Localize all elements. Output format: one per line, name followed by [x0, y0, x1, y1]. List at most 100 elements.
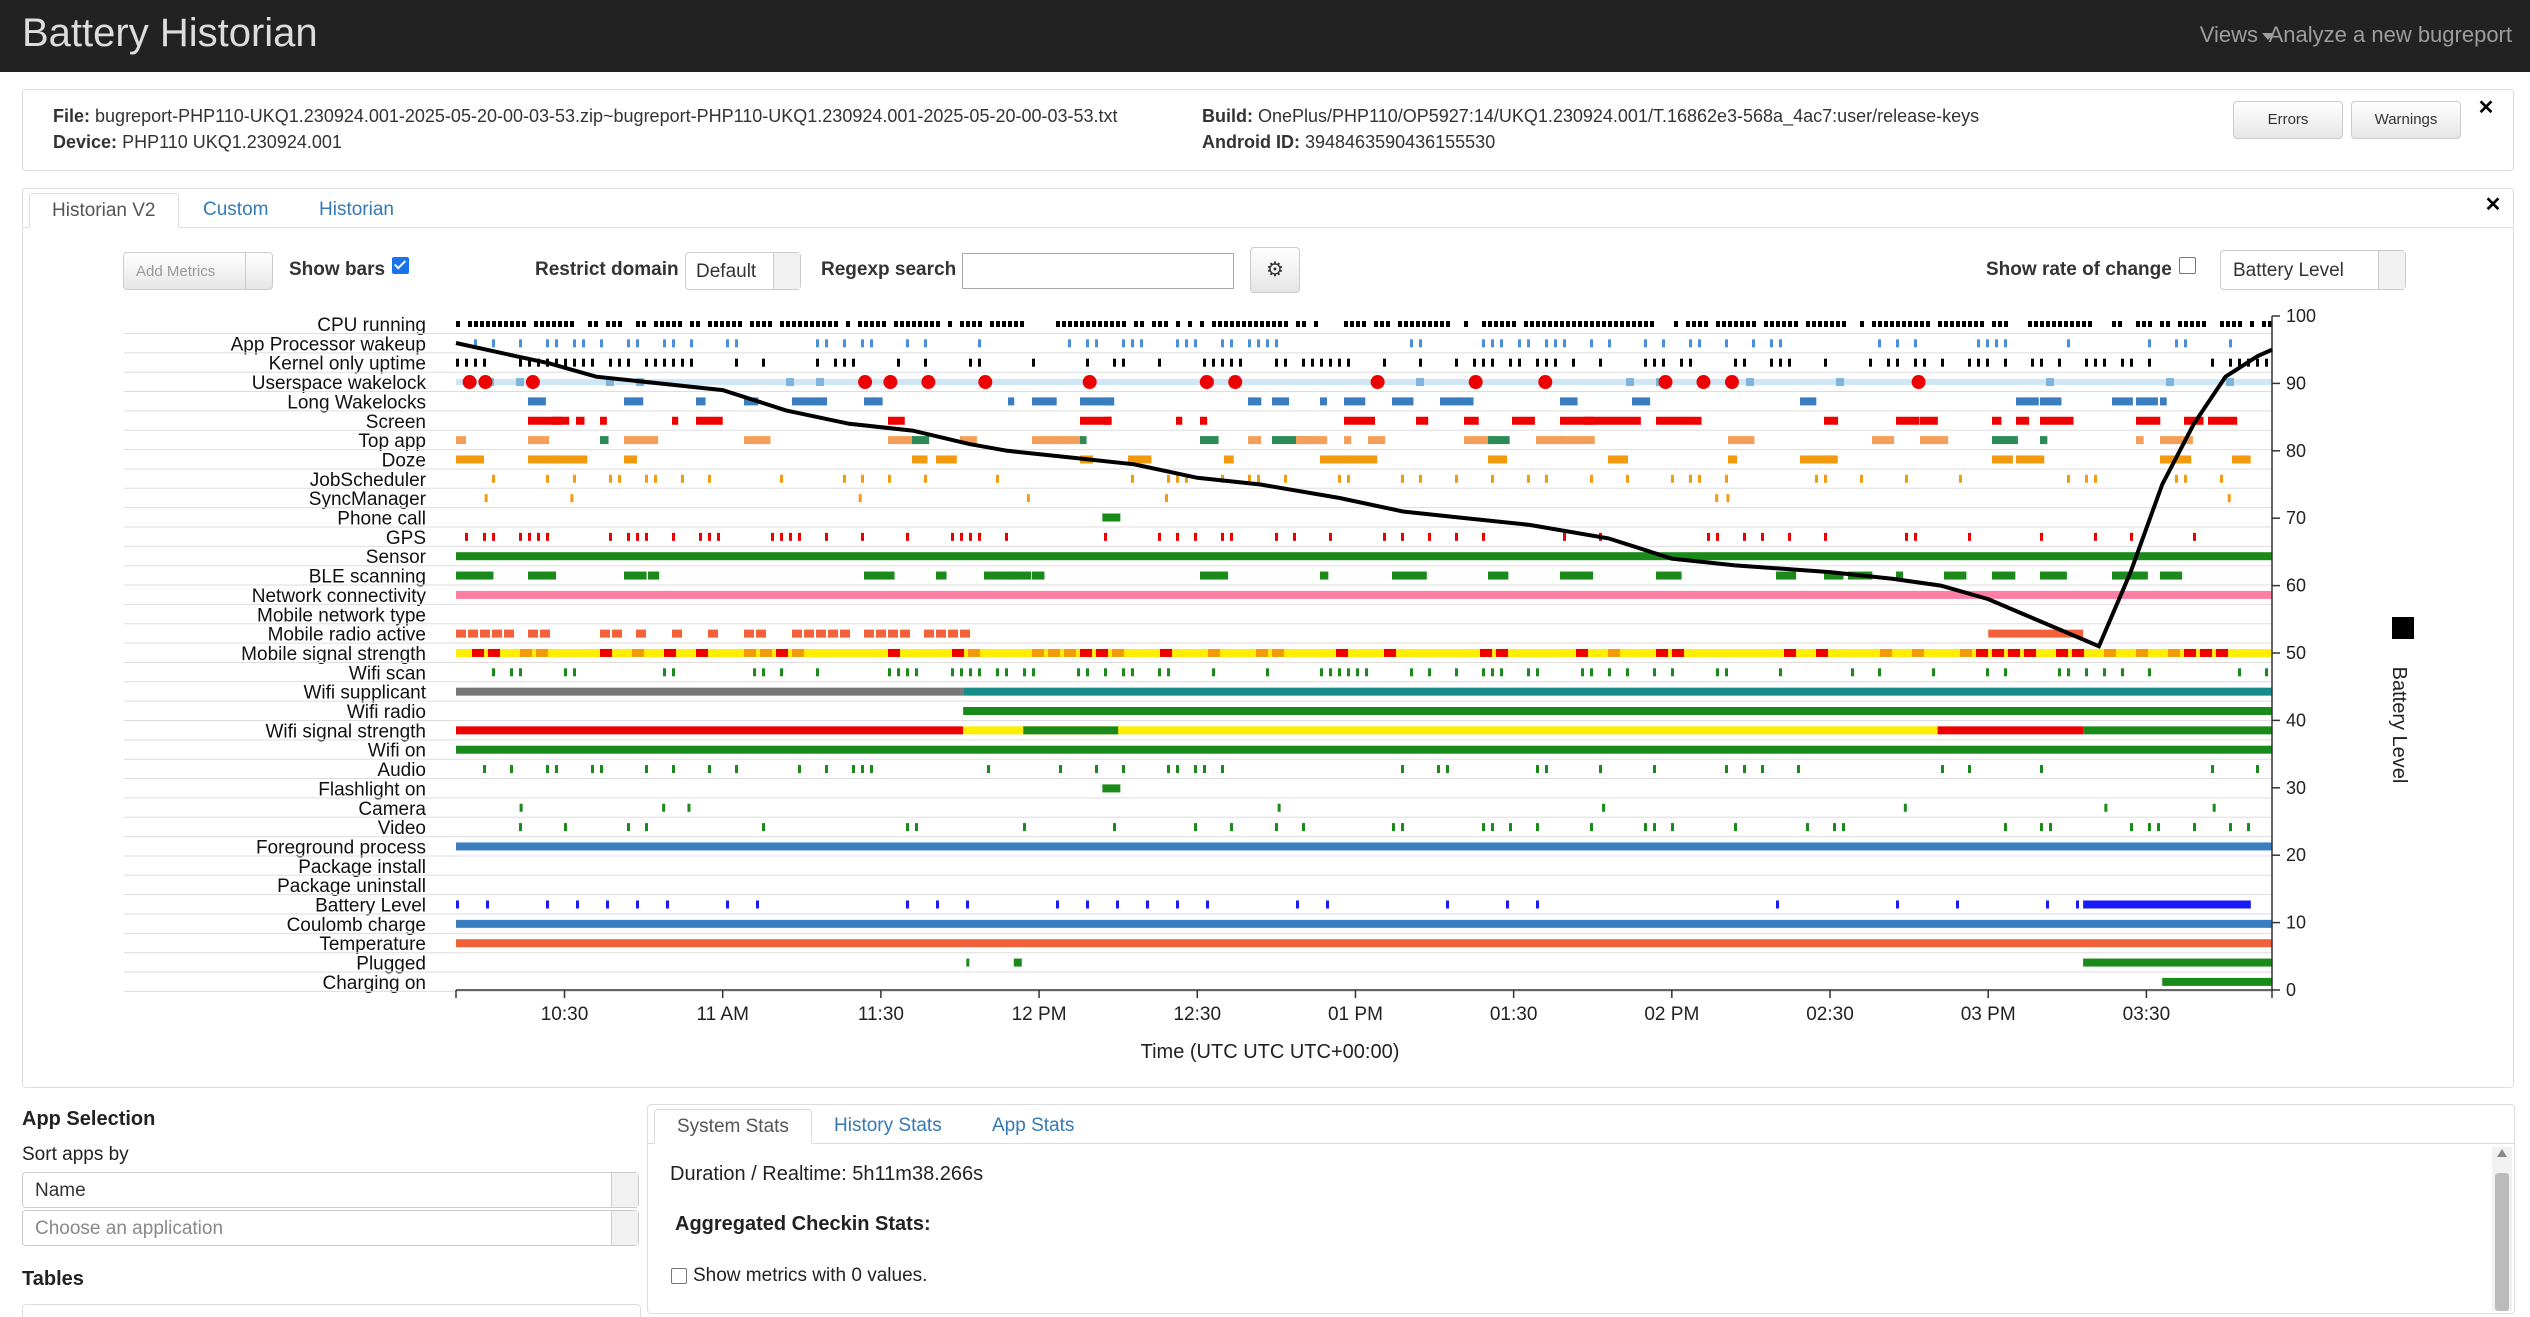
timeline-bar[interactable]: [1722, 321, 1726, 327]
timeline-bar[interactable]: [1320, 397, 1327, 406]
timeline-bar[interactable]: [534, 321, 538, 327]
timeline-bar[interactable]: [1482, 823, 1485, 832]
timeline-bar[interactable]: [876, 629, 886, 638]
timeline-bar[interactable]: [528, 532, 531, 541]
timeline-bar[interactable]: [2085, 474, 2088, 483]
analyze-link[interactable]: Analyze a new bugreport: [2268, 22, 2512, 47]
timeline-bar[interactable]: [576, 416, 585, 425]
timeline-bar[interactable]: [1203, 765, 1206, 774]
timeline-bar[interactable]: [552, 321, 556, 327]
timeline-bar[interactable]: [972, 321, 976, 327]
timeline-bar[interactable]: [1590, 668, 1593, 677]
timeline-bar[interactable]: [906, 321, 910, 327]
timeline-bar[interactable]: [1806, 321, 1810, 327]
timeline-bar[interactable]: [756, 321, 760, 327]
timeline-bar[interactable]: [2088, 321, 2092, 327]
timeline-bar[interactable]: [1536, 823, 1539, 832]
show-bars-checkbox[interactable]: [392, 257, 409, 274]
timeline-bar[interactable]: [1968, 532, 1971, 541]
timeline-bar[interactable]: [912, 321, 916, 327]
timeline-bar[interactable]: [1536, 900, 1539, 909]
wakelock-marker[interactable]: [1370, 375, 1385, 390]
scrollbar[interactable]: [2492, 1147, 2512, 1311]
timeline-bar[interactable]: [1350, 321, 1354, 327]
timeline-bar[interactable]: [1716, 668, 1719, 677]
timeline-bar[interactable]: [1131, 668, 1134, 677]
timeline-bar[interactable]: [2184, 474, 2187, 483]
timeline-bar[interactable]: [1380, 321, 1384, 327]
timeline-bar[interactable]: [2016, 416, 2030, 425]
timeline-bar[interactable]: [2040, 571, 2067, 580]
timeline-bar[interactable]: [1992, 416, 2002, 425]
timeline-bar[interactable]: [1329, 668, 1332, 677]
timeline-bar[interactable]: [1188, 321, 1192, 327]
timeline-bar[interactable]: [1743, 765, 1746, 774]
timeline-bar[interactable]: [528, 455, 560, 464]
timeline-bar[interactable]: [2070, 321, 2074, 327]
timeline-bar[interactable]: [2268, 321, 2272, 327]
timeline-bar[interactable]: [1158, 668, 1161, 677]
timeline-bar[interactable]: [2160, 571, 2183, 580]
timeline-bar[interactable]: [536, 648, 548, 657]
timeline-bar[interactable]: [915, 668, 918, 677]
timeline-bar[interactable]: [1254, 321, 1258, 327]
timeline-bar[interactable]: [1176, 416, 1183, 425]
timeline-bar[interactable]: [2196, 321, 2200, 327]
timeline-bar[interactable]: [1905, 532, 1908, 541]
timeline-bar[interactable]: [2160, 321, 2164, 327]
timeline-bar[interactable]: [2226, 378, 2234, 387]
timeline-bar[interactable]: [528, 436, 550, 445]
timeline-bar[interactable]: [636, 532, 639, 541]
timeline-bar[interactable]: [690, 321, 694, 327]
timeline-bar[interactable]: [804, 629, 814, 638]
timeline-bar[interactable]: [1797, 765, 1800, 774]
timeline-bar[interactable]: [1491, 823, 1494, 832]
timeline-bar[interactable]: [897, 668, 900, 677]
timeline-bar[interactable]: [900, 321, 904, 327]
timeline-bar[interactable]: [1689, 339, 1692, 348]
timeline-bar[interactable]: [591, 765, 594, 774]
timeline-bar[interactable]: [2136, 416, 2161, 425]
timeline-bar[interactable]: [1416, 416, 1429, 425]
timeline-bar[interactable]: [960, 321, 964, 327]
timeline-bar[interactable]: [2056, 648, 2068, 657]
timeline-bar[interactable]: [2162, 977, 2272, 986]
timeline-bar[interactable]: [822, 321, 826, 327]
timeline-bar[interactable]: [2166, 378, 2174, 387]
timeline-bar[interactable]: [594, 321, 598, 327]
timeline-bar[interactable]: [465, 358, 468, 367]
timeline-bar[interactable]: [1937, 726, 2084, 735]
timeline-bar[interactable]: [1221, 532, 1224, 541]
timeline-bar[interactable]: [1320, 455, 1351, 464]
timeline-bar[interactable]: [528, 571, 557, 580]
timeline-bar[interactable]: [1194, 765, 1197, 774]
timeline-bar[interactable]: [645, 358, 648, 367]
timeline-bar[interactable]: [1056, 321, 1060, 327]
timeline-bar[interactable]: [1914, 532, 1917, 541]
timeline-bar[interactable]: [1752, 339, 1755, 348]
timeline-bar[interactable]: [1023, 668, 1026, 677]
timeline-bar[interactable]: [2085, 668, 2088, 677]
timeline-bar[interactable]: [2256, 765, 2259, 774]
timeline-bar[interactable]: [2229, 339, 2232, 348]
timeline-bar[interactable]: [456, 358, 459, 367]
timeline-bar[interactable]: [789, 532, 792, 541]
timeline-bar[interactable]: [672, 668, 675, 677]
timeline-bar[interactable]: [1620, 321, 1624, 327]
timeline-bar[interactable]: [2212, 803, 2216, 812]
timeline-bar[interactable]: [1992, 571, 2016, 580]
timeline-bar[interactable]: [1455, 358, 1458, 367]
timeline-bar[interactable]: [906, 823, 909, 832]
timeline-bar[interactable]: [465, 532, 468, 541]
show-rate-checkbox[interactable]: [2179, 257, 2196, 274]
timeline-bar[interactable]: [1887, 358, 1890, 367]
timeline-bar[interactable]: [1401, 532, 1404, 541]
timeline-bar[interactable]: [472, 648, 484, 657]
timeline-bar[interactable]: [456, 900, 459, 909]
app-title[interactable]: Battery Historian: [22, 11, 318, 55]
timeline-bar[interactable]: [2220, 474, 2223, 483]
timeline-bar[interactable]: [1560, 416, 1594, 425]
timeline-bar[interactable]: [1518, 339, 1521, 348]
timeline-bar[interactable]: [888, 668, 891, 677]
timeline-bar[interactable]: [1734, 358, 1737, 367]
